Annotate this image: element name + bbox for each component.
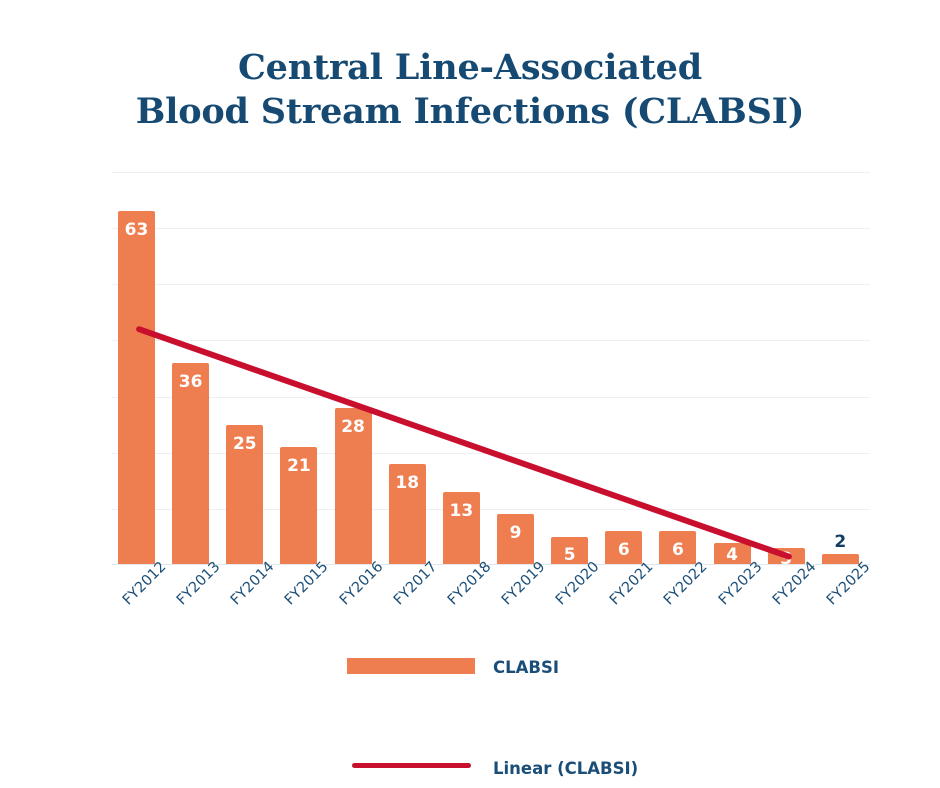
- x-tick-label: FY2018: [444, 558, 495, 609]
- bars-layer: 63 36 25 21 28 18 13 9 5 6 6 4 3 2: [112, 172, 870, 569]
- bar-slot: 6: [653, 172, 707, 565]
- bar-slot: 6: [599, 172, 653, 565]
- bar-fy2021[interactable]: [605, 531, 643, 565]
- x-axis-tick-labels: FY2012 FY2013 FY2014 FY2015 FY2016 FY2017 FY20…: [112, 559, 874, 636]
- bar-slot: 13: [437, 172, 491, 565]
- bar-slot: 28: [329, 172, 383, 565]
- bar-slot: 2: [816, 172, 870, 565]
- bar-slot: 25: [220, 172, 274, 565]
- x-tick-label: FY2012: [119, 558, 170, 609]
- chart-title: Central Line-Associated Blood Stream Inf…: [135, 47, 805, 132]
- bar-fy2016[interactable]: [334, 407, 372, 565]
- x-tick-fy2015: FY2015: [274, 559, 332, 609]
- bar-value-label-fy2025: 2: [834, 531, 847, 552]
- gridline: [112, 228, 870, 230]
- x-tick-fy2013: FY2013: [166, 559, 224, 609]
- x-tick-label: FY2022: [661, 558, 711, 609]
- bar-fy2013[interactable]: [172, 362, 210, 565]
- x-tick-label: FY2017: [390, 558, 441, 609]
- bar-slot: 4: [708, 172, 762, 565]
- x-tick-fy2021: FY2021: [599, 559, 657, 609]
- x-tick-fy2016: FY2016: [329, 559, 386, 609]
- bar-fy2012[interactable]: [118, 211, 155, 565]
- x-tick-label: FY2013: [174, 558, 224, 609]
- x-tick-fy2019: FY2019: [491, 559, 549, 609]
- x-tick-fy2020: FY2020: [545, 559, 603, 609]
- x-tick-fy2022: FY2022: [653, 559, 711, 609]
- x-tick-fy2018: FY2018: [437, 559, 495, 609]
- bar-slot: 63: [112, 172, 166, 565]
- bar-fy2019[interactable]: [497, 514, 534, 565]
- x-tick-fy2024: FY2024: [762, 559, 820, 609]
- bar-slot: 36: [166, 172, 220, 565]
- bar-fy2014[interactable]: [226, 424, 264, 565]
- bar-fy2018[interactable]: [442, 492, 480, 565]
- bar-fy2024[interactable]: [767, 548, 805, 565]
- bar-slot: 21: [274, 172, 328, 565]
- x-tick-fy2025: FY2025: [816, 559, 874, 609]
- bar-fy2017[interactable]: [388, 463, 426, 565]
- legend-item-clabsi: CLABSI: [0, 650, 940, 700]
- legend-swatch-line-icon: [352, 763, 471, 768]
- chart-legend: CLABSI Linear (CLABSI): [0, 650, 940, 778]
- legend-label-linear-clabsi: Linear (CLABSI): [493, 759, 639, 778]
- x-tick-fy2014: FY2014: [220, 559, 278, 609]
- gridline: [112, 284, 870, 286]
- plot-area: 63 36 25 21 28 18 13 9 5 6 6 4 3 2: [112, 172, 870, 569]
- x-tick-label: FY2024: [769, 558, 820, 609]
- legend-label-clabsi: CLABSI: [493, 658, 559, 677]
- bar-fy2025[interactable]: [821, 553, 859, 565]
- x-tick-label: FY2015: [282, 558, 332, 609]
- bar-slot: 5: [545, 172, 599, 565]
- axis-baseline: [112, 564, 870, 565]
- bar-fy2022[interactable]: [659, 531, 697, 565]
- x-tick-fy2017: FY2017: [383, 559, 441, 609]
- bar-fy2020[interactable]: [551, 536, 589, 565]
- x-tick-label: FY2020: [553, 558, 603, 609]
- x-tick-label: FY2019: [498, 558, 549, 609]
- bar-fy2023[interactable]: [713, 542, 751, 565]
- gridline: [112, 172, 870, 173]
- x-tick-label: FY2021: [607, 558, 657, 609]
- x-tick-label: FY2025: [823, 558, 874, 609]
- x-tick-label: FY2023: [715, 558, 766, 609]
- bar-slot: 3: [762, 172, 816, 569]
- x-tick-label: FY2016: [336, 558, 387, 609]
- bar-fy2015[interactable]: [280, 447, 318, 565]
- x-tick-fy2012: FY2012: [112, 559, 170, 609]
- legend-swatch-bar-icon: [347, 658, 475, 674]
- bar-slot: 9: [491, 172, 545, 565]
- bar-slot: 18: [383, 172, 437, 565]
- legend-item-linear-clabsi: Linear (CLABSI): [0, 700, 940, 778]
- x-tick-label: FY2014: [228, 558, 278, 609]
- x-tick-fy2023: FY2023: [708, 559, 765, 609]
